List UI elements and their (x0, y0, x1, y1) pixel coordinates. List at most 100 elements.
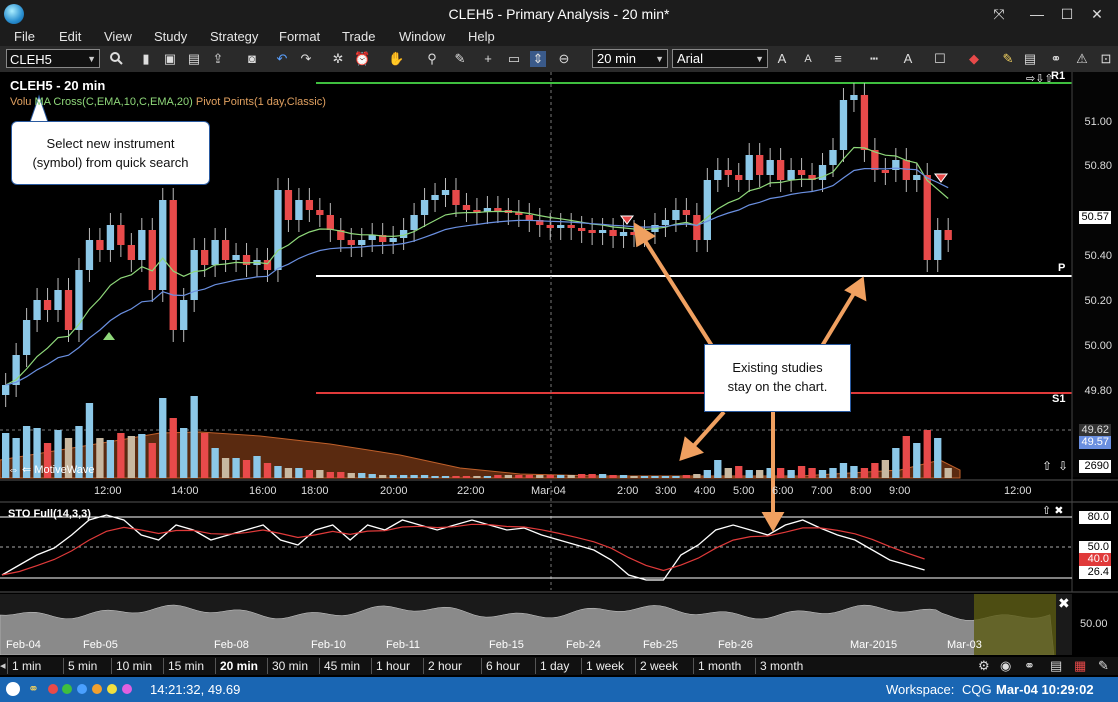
menu-file[interactable]: File (14, 29, 35, 44)
timeframe-tab[interactable]: 2 week (635, 658, 682, 674)
lock-icon[interactable]: ⊡ (1100, 51, 1112, 66)
volume-study-label[interactable]: Volu (10, 96, 32, 108)
save-icon[interactable]: ▣ (163, 51, 177, 66)
fill-color-icon[interactable]: ◆ (969, 51, 979, 66)
link-chart-icon[interactable]: ⚭ (1050, 51, 1062, 66)
timeframe-tab[interactable]: 3 month (755, 658, 807, 674)
volume-bar (305, 470, 314, 478)
share-icon[interactable]: ⇪ (212, 51, 224, 66)
ma-cross-study-label[interactable]: MA Cross(C,EMA,10,C,EMA,20) (34, 96, 193, 108)
app-status-icon[interactable] (6, 682, 20, 696)
chart-canvas[interactable]: ⇧ ⇩ ✖ (0, 72, 1118, 655)
candle-body (263, 260, 272, 270)
scroll-left-icon[interactable]: ◂ (0, 660, 6, 672)
volume-bar (797, 466, 806, 478)
menu-edit[interactable]: Edit (59, 29, 82, 44)
menu-view[interactable]: View (104, 29, 132, 44)
pencil-icon[interactable]: ✎ (454, 51, 466, 66)
draw-icon[interactable]: ✎ (1098, 658, 1109, 673)
undo-icon[interactable]: ↶ (276, 51, 288, 66)
candle-body (588, 230, 596, 233)
volume-bar (745, 470, 753, 478)
time-tick: 4:00 (694, 485, 716, 497)
workspace-name[interactable]: CQG (962, 682, 992, 697)
font-select[interactable]: Arial ▼ (672, 49, 768, 68)
menu-window[interactable]: Window (399, 29, 446, 44)
timeframe-tab[interactable]: 45 min (319, 658, 364, 674)
line-style-icon[interactable]: ┅ (870, 51, 878, 66)
volume-bar (661, 476, 670, 478)
timeframe-tab[interactable]: 1 day (535, 658, 573, 674)
volume-bar (598, 474, 607, 478)
pane-controls-icon[interactable]: ⇨⇩⇧ (1026, 73, 1054, 85)
color-dot-magenta[interactable] (122, 684, 132, 694)
interval-select[interactable]: 20 min ▼ (592, 49, 668, 68)
color-dot-orange[interactable] (92, 684, 102, 694)
stochastic-label[interactable]: STO Full(14,3,3) (8, 508, 91, 520)
timeframe-tab[interactable]: 2 hour (423, 658, 466, 674)
restore-icon[interactable]: ⤧ (993, 6, 1005, 22)
link-icon[interactable]: ⊖ (558, 51, 570, 66)
color-dot-blue[interactable] (77, 684, 87, 694)
redo-icon[interactable]: ↷ (300, 51, 312, 66)
timeframe-tab[interactable]: 1 week (581, 658, 628, 674)
calendar-icon[interactable]: ▦ (1074, 658, 1087, 673)
timeframe-tab[interactable]: 1 hour (371, 658, 414, 674)
chart-settings-icon[interactable]: ⚙ (978, 658, 990, 673)
color-dot-green[interactable] (62, 684, 72, 694)
ruler-icon[interactable]: ▭ (507, 51, 521, 66)
menu-strategy[interactable]: Strategy (210, 29, 259, 44)
minimize-button[interactable]: — (1030, 6, 1044, 22)
crosshair-icon[interactable]: + (484, 51, 492, 66)
search-icon[interactable] (108, 51, 124, 67)
menu-study[interactable]: Study (154, 29, 188, 44)
new-icon[interactable]: ▮ (142, 51, 150, 66)
camera-icon[interactable]: ◙ (248, 51, 256, 66)
time-tick: 8:00 (850, 485, 872, 497)
text-color-icon[interactable]: A (903, 51, 913, 66)
template-icon[interactable]: ▤ (1050, 658, 1063, 673)
candle-body (399, 230, 408, 238)
alert-icon[interactable]: ⚠ (1076, 51, 1088, 66)
candle-body (159, 200, 167, 290)
font-larger-icon[interactable]: A (777, 51, 787, 66)
timeframe-tab[interactable]: 1 month (693, 658, 745, 674)
timeframe-tab[interactable]: 15 min (163, 658, 208, 674)
comment-icon[interactable]: ▤ (1023, 51, 1037, 66)
maximize-button[interactable]: ☐ (1060, 6, 1074, 22)
timeframe-tab[interactable]: 30 min (267, 658, 312, 674)
menu-trade[interactable]: Trade (342, 29, 376, 44)
pivot-study-label[interactable]: Pivot Points(1 day,Classic) (195, 96, 326, 108)
timeframe-tab[interactable]: 1 min (7, 658, 45, 674)
close-button[interactable]: ✕ (1091, 6, 1103, 22)
pane-controls-icon[interactable]: ⇧ ✖ (1042, 505, 1064, 517)
volume-bar (337, 472, 345, 478)
candle-body (829, 150, 837, 165)
print-icon[interactable]: ▤ (187, 51, 201, 66)
zoom-icon[interactable]: ⚲ (427, 51, 437, 66)
hand-icon[interactable]: ✋ (388, 51, 405, 66)
candle-body (808, 175, 816, 180)
eye-icon[interactable]: ◉ (1000, 658, 1012, 673)
font-smaller-icon[interactable]: A (804, 53, 812, 65)
fit-icon[interactable]: ⇕ (530, 51, 546, 67)
highlighter-icon[interactable]: ✎ (1002, 51, 1014, 66)
timeframe-tab[interactable]: 20 min (215, 658, 262, 674)
volume-bar (96, 438, 104, 478)
color-dot-red[interactable] (48, 684, 58, 694)
timeframe-tab[interactable]: 10 min (111, 658, 156, 674)
color-dot-yellow[interactable] (107, 684, 117, 694)
alarm-icon[interactable]: ⏰ (354, 51, 371, 66)
pivot-s1-label: S1 (1052, 393, 1066, 405)
link-icon[interactable]: ⚭ (1024, 658, 1035, 673)
symbol-quick-search[interactable]: CLEH5 ▼ (6, 49, 100, 68)
connection-icon[interactable]: ⚭ (28, 681, 39, 696)
line-width-icon[interactable]: ≡ (834, 51, 842, 66)
menu-format[interactable]: Format (279, 29, 321, 44)
timeframe-tab[interactable]: 5 min (63, 658, 101, 674)
navigator-date: Mar-03 (947, 639, 982, 651)
timeframe-tab[interactable]: 6 hour (481, 658, 524, 674)
menu-help[interactable]: Help (468, 29, 495, 44)
border-color-icon[interactable]: ☐ (934, 51, 946, 66)
draw-tools-icon[interactable]: ✲ (332, 51, 344, 66)
